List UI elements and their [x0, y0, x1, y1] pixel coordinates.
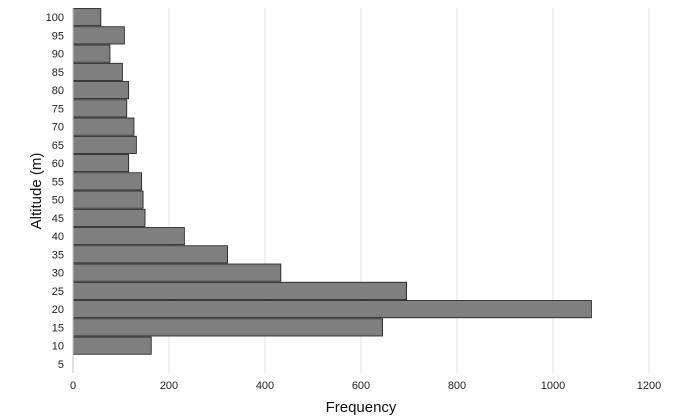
y-tick-label-45: 45 — [52, 213, 64, 225]
bar-altitude-75 — [72, 99, 128, 118]
x-tick-labels: 0 200 400 600 800 1000 1200 — [70, 380, 661, 392]
y-tick-label-25: 25 — [52, 286, 64, 298]
bar-altitude-100 — [72, 8, 102, 27]
bar-altitude-60 — [72, 154, 130, 173]
bar-altitude-15 — [72, 318, 384, 337]
y-tick-labels: 100 95 90 85 80 75 70 65 60 55 50 45 40 35 30 25 20 15 10 5 — [46, 12, 64, 371]
y-tick-label-75: 75 — [52, 103, 64, 115]
bars — [72, 8, 592, 355]
y-tick-label-10: 10 — [52, 341, 64, 353]
y-tick-label-100: 100 — [46, 12, 64, 24]
x-tick-label-800: 800 — [448, 380, 466, 392]
bar-altitude-35 — [72, 245, 228, 264]
y-axis-title: Altitude (m) — [28, 153, 45, 230]
y-tick-label-20: 20 — [52, 304, 64, 316]
bar-altitude-55 — [72, 172, 143, 191]
x-tick-label-1200: 1200 — [637, 380, 661, 392]
bar-altitude-70 — [72, 117, 135, 136]
bar-altitude-40 — [72, 227, 185, 246]
bar-altitude-30 — [72, 263, 282, 282]
y-tick-label-15: 15 — [52, 322, 64, 334]
bar-altitude-95 — [72, 26, 125, 45]
y-tick-label-80: 80 — [52, 85, 64, 97]
x-tick-label-1000: 1000 — [541, 380, 565, 392]
y-tick-label-30: 30 — [52, 268, 64, 280]
bar-altitude-80 — [72, 81, 130, 100]
bar-altitude-90 — [72, 44, 111, 63]
y-tick-label-55: 55 — [52, 176, 64, 188]
y-tick-label-5: 5 — [58, 359, 64, 371]
x-tick-label-200: 200 — [160, 380, 178, 392]
gridlines — [168, 8, 650, 373]
x-tick-label-0: 0 — [70, 380, 76, 392]
x-tick-label-600: 600 — [352, 380, 370, 392]
y-tick-label-70: 70 — [52, 122, 64, 134]
y-tick-label-90: 90 — [52, 49, 64, 61]
y-tick-label-85: 85 — [52, 67, 64, 79]
y-tick-label-60: 60 — [52, 158, 64, 170]
bar-altitude-45 — [72, 208, 146, 227]
bar-altitude-25 — [72, 281, 408, 300]
y-tick-label-50: 50 — [52, 195, 64, 207]
y-tick-label-95: 95 — [52, 30, 64, 42]
bar-altitude-65 — [72, 135, 137, 154]
bar-altitude-85 — [72, 62, 123, 81]
bar-altitude-20 — [72, 300, 592, 319]
x-axis-title: Frequency — [326, 399, 397, 416]
bar-altitude-50 — [72, 190, 144, 209]
y-tick-label-40: 40 — [52, 231, 64, 243]
y-tick-label-65: 65 — [52, 140, 64, 152]
y-tick-label-35: 35 — [52, 249, 64, 261]
bar-altitude-10 — [72, 336, 152, 355]
x-tick-label-400: 400 — [256, 380, 274, 392]
